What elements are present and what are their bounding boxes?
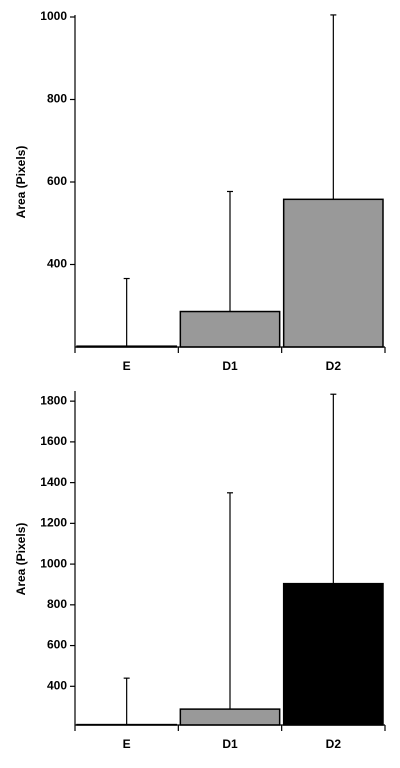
y-tick-label: 1400 — [40, 475, 67, 489]
y-tick-label: 600 — [47, 174, 67, 188]
y-tick-label: 1800 — [40, 393, 67, 407]
bar — [180, 709, 279, 725]
y-tick-label: 800 — [47, 92, 67, 106]
y-tick-label: 400 — [47, 678, 67, 692]
bar — [180, 312, 279, 347]
y-axis-label: Area (Pixels) — [14, 523, 28, 596]
y-tick-label: 600 — [47, 638, 67, 652]
y-tick-label: 800 — [47, 597, 67, 611]
x-tick-label: D2 — [326, 359, 342, 373]
x-tick-label: E — [123, 737, 131, 751]
bar — [284, 199, 383, 347]
y-tick-label: 1600 — [40, 434, 67, 448]
bar — [284, 584, 383, 725]
y-tick-label: 1000 — [40, 556, 67, 570]
x-tick-label: D1 — [222, 737, 238, 751]
y-axis-label: Area (Pixels) — [14, 146, 28, 219]
y-tick-label: 400 — [47, 257, 67, 271]
x-tick-label: E — [123, 359, 131, 373]
x-tick-label: D2 — [326, 737, 342, 751]
x-tick-label: D1 — [222, 359, 238, 373]
y-tick-label: 1200 — [40, 516, 67, 530]
y-tick-label: 1000 — [40, 9, 67, 23]
